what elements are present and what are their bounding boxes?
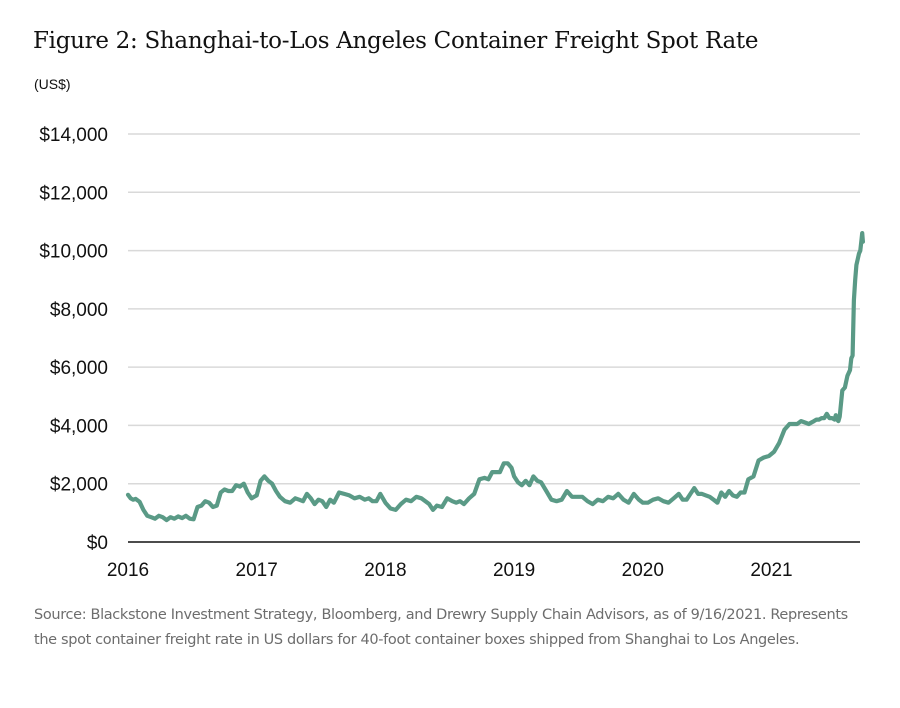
y-axis-unit-label: (US$) xyxy=(34,76,71,92)
x-tick-label: 2016 xyxy=(107,560,149,581)
chart-title: Figure 2: Shanghai-to-Los Angeles Contai… xyxy=(33,28,759,54)
series-group xyxy=(125,231,866,523)
x-tick-label: 2018 xyxy=(364,560,406,581)
x-tick-label: 2020 xyxy=(622,560,664,581)
y-tick-label: $14,000 xyxy=(39,125,108,146)
gridlines xyxy=(128,133,860,485)
y-tick-label: $6,000 xyxy=(50,358,108,379)
y-tick-label: $12,000 xyxy=(39,183,108,204)
y-tick-label: $2,000 xyxy=(50,475,108,496)
y-axis-ticks: $0 $2,000 $4,000 $6,000 $8,000 $10,000 $12,000… xyxy=(39,125,108,554)
x-tick-label: 2019 xyxy=(493,560,535,581)
y-tick-label: $8,000 xyxy=(50,300,108,321)
x-tick-label: 2021 xyxy=(750,560,792,581)
x-axis-ticks: 2016 2017 2018 2019 2020 2021 xyxy=(107,560,793,581)
source-note: Source: Blackstone Investment Strategy, … xyxy=(34,607,848,648)
y-tick-label: $4,000 xyxy=(50,416,108,437)
x-tick-label: 2017 xyxy=(236,560,278,581)
y-tick-label: $10,000 xyxy=(39,242,108,263)
series-line-spot-rate xyxy=(125,231,866,523)
y-tick-label: $0 xyxy=(87,533,108,554)
